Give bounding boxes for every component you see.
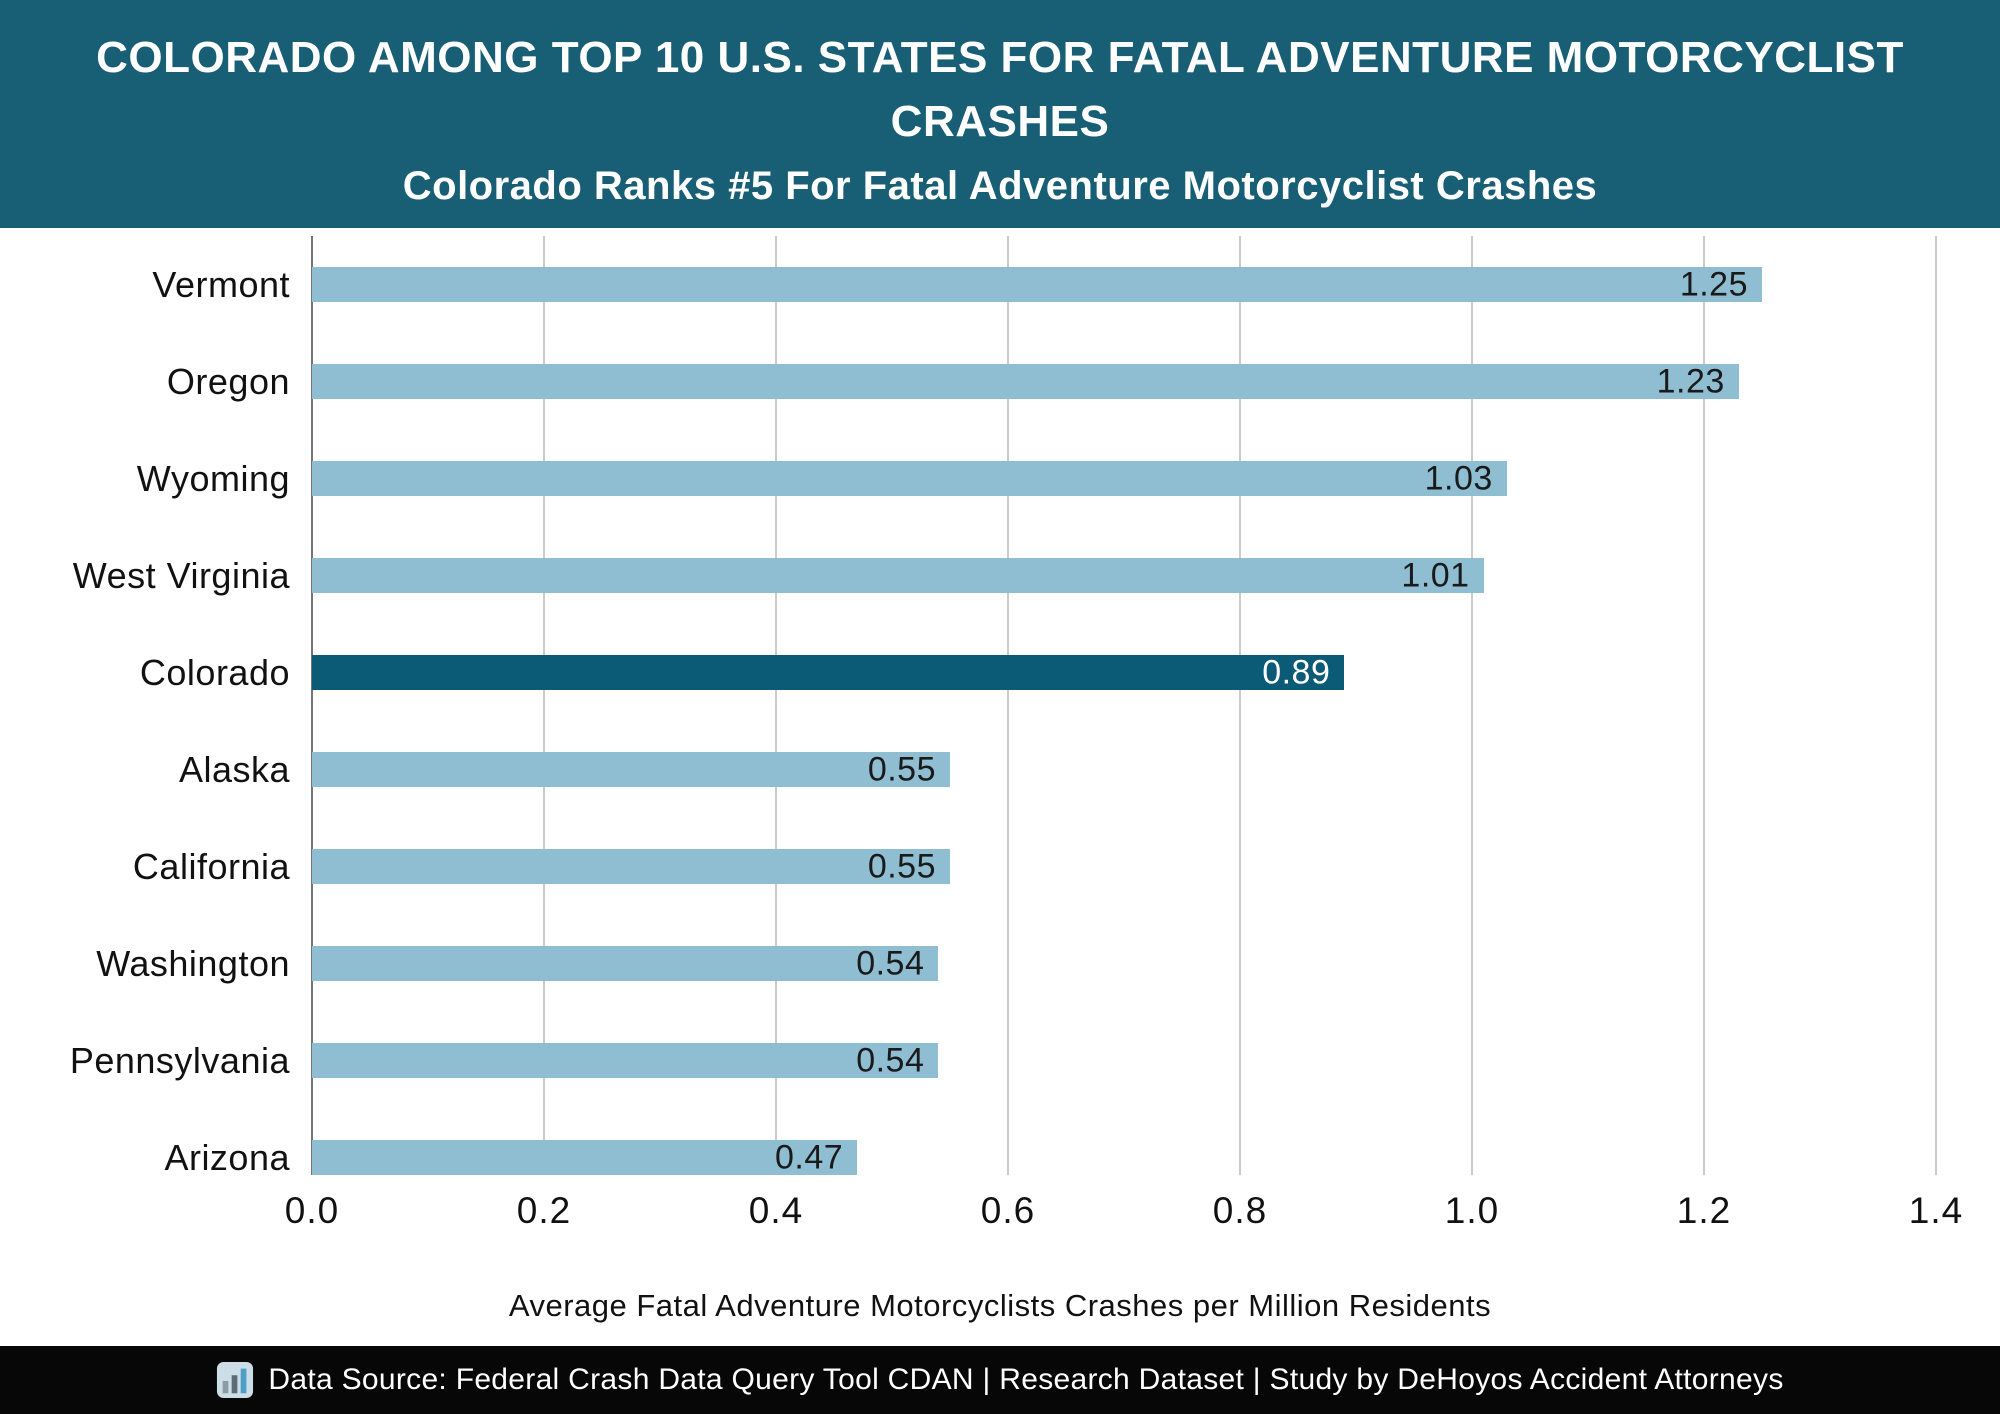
bar-row: Washington 0.54 (0, 915, 2000, 1012)
bar-value-label: 0.47 (775, 1138, 844, 1176)
header: COLORADO AMONG TOP 10 U.S. STATES FOR FA… (0, 0, 2000, 228)
bar-row: California 0.55 (0, 818, 2000, 915)
x-tick-label: 0.0 (284, 1190, 340, 1231)
state-label: Colorado (139, 651, 290, 693)
bar-california: 0.55 (312, 847, 950, 885)
plot-gridlines (311, 236, 1937, 1175)
state-label: Wyoming (136, 457, 290, 499)
plot-area: Vermont 1.25 Oregon 1.23 Wyoming 1.03 West Vir… (0, 236, 2000, 1206)
bar-value-label: 1.03 (1424, 459, 1493, 497)
state-label: Pennsylvania (69, 1039, 290, 1081)
bar-row: Wyoming 1.03 (0, 430, 2000, 527)
gridline-0.6 (1007, 236, 1009, 1175)
x-tick-label: 0.4 (748, 1190, 804, 1231)
bar-vermont: 1.25 (312, 265, 1762, 303)
bar-washington: 0.54 (312, 944, 939, 982)
x-tick-label: 0.2 (516, 1190, 572, 1231)
bar-arizona: 0.47 (312, 1138, 858, 1176)
bar-track: 1.01 (312, 556, 1936, 594)
bar-value-label: 0.55 (867, 847, 936, 885)
bar-value-label: 1.25 (1679, 265, 1748, 303)
bar-west-virginia: 1.01 (312, 556, 1484, 594)
gridline-1.0 (1471, 236, 1473, 1175)
state-label: California (132, 845, 290, 887)
bar-track: 0.47 (312, 1138, 1936, 1176)
bar-row: Colorado 0.89 (0, 624, 2000, 721)
bar-oregon: 1.23 (312, 362, 1739, 400)
bar-track: 1.03 (312, 459, 1936, 497)
x-tick-label: 1.4 (1908, 1190, 1964, 1231)
bar-row: Arizona 0.47 (0, 1109, 2000, 1206)
bar-value-label: 0.89 (1262, 653, 1331, 691)
bar-wyoming: 1.03 (312, 459, 1507, 497)
x-axis: 0.0 0.2 0.4 0.6 0.8 1.0 1.2 1.4 (285, 1190, 1962, 1240)
gridline-0.4 (775, 236, 777, 1175)
state-label: Vermont (152, 263, 290, 305)
bar-row: Pennsylvania 0.54 (0, 1012, 2000, 1109)
bar-colorado: 0.89 (312, 653, 1345, 691)
bar-track: 0.89 (312, 653, 1936, 691)
x-tick-label: 0.8 (1212, 1190, 1268, 1231)
bar-row: Alaska 0.55 (0, 721, 2000, 818)
bar-chart-icon (216, 1361, 254, 1399)
footer: Data Source: Federal Crash Data Query To… (0, 1346, 2000, 1414)
x-tick-label: 1.2 (1676, 1190, 1732, 1231)
bar-track: 0.55 (312, 750, 1936, 788)
x-tick-label: 1.0 (1444, 1190, 1500, 1231)
state-label: Oregon (166, 360, 290, 402)
gridline-1.4 (1935, 236, 1937, 1175)
state-label: Alaska (178, 748, 290, 790)
bar-track: 0.54 (312, 1041, 1936, 1079)
bar-track: 1.23 (312, 362, 1936, 400)
bar-track: 1.25 (312, 265, 1936, 303)
bar-value-label: 1.23 (1656, 362, 1725, 400)
gridline-1.2 (1703, 236, 1705, 1175)
bar-value-label: 1.01 (1401, 556, 1470, 594)
state-label: Arizona (164, 1136, 290, 1178)
state-label: West Virginia (72, 554, 290, 596)
bar-track: 0.54 (312, 944, 1936, 982)
source-text: Data Source: Federal Crash Data Query To… (268, 1363, 1784, 1396)
state-label: Washington (96, 942, 290, 984)
bar-alaska: 0.55 (312, 750, 950, 788)
bar-value-label: 0.55 (867, 750, 936, 788)
gridline-0.8 (1239, 236, 1241, 1175)
bar-value-label: 0.54 (856, 1041, 925, 1079)
chart-title: COLORADO AMONG TOP 10 U.S. STATES FOR FA… (96, 33, 1904, 146)
bar-value-label: 0.54 (856, 944, 925, 982)
gridline-0.0 (311, 236, 313, 1175)
bar-track: 0.55 (312, 847, 1936, 885)
gridline-0.2 (543, 236, 545, 1175)
bar-pennsylvania: 0.54 (312, 1041, 939, 1079)
chart-subtitle: Colorado Ranks #5 For Fatal Adventure Mo… (402, 163, 1598, 208)
bar-row: West Virginia 1.01 (0, 527, 2000, 624)
x-axis-title: Average Fatal Adventure Motorcyclists Cr… (508, 1288, 1492, 1323)
x-tick-label: 0.6 (980, 1190, 1036, 1231)
bar-row: Oregon 1.23 (0, 333, 2000, 430)
bar-row: Vermont 1.25 (0, 236, 2000, 333)
